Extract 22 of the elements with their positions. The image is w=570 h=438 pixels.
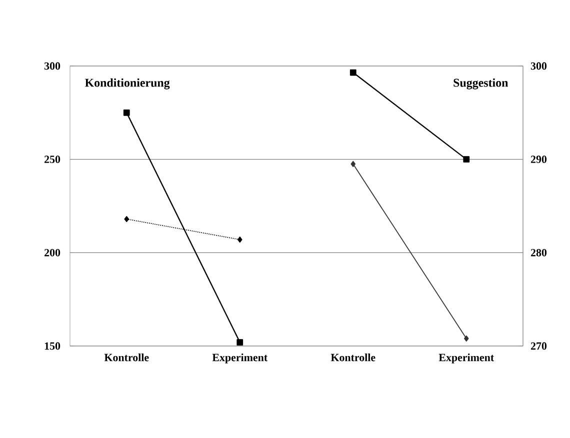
x-tick-label: Experiment	[212, 354, 268, 364]
point	[123, 109, 130, 116]
annotation: Suggestion	[454, 78, 508, 90]
point	[350, 160, 356, 168]
point	[236, 339, 244, 346]
y2-tick-label: 280	[530, 248, 547, 256]
x-tick-label: Experiment	[438, 354, 494, 364]
y2-tick-label: 300	[530, 62, 547, 70]
point	[124, 216, 130, 222]
y-tick-label: 150	[44, 342, 60, 350]
y2-tick-label: 270	[530, 342, 547, 350]
y-tick-label: 250	[44, 156, 60, 164]
point	[463, 156, 470, 163]
point	[350, 69, 356, 76]
point	[464, 335, 469, 342]
annotation: Konditionierung	[84, 78, 170, 90]
y2-tick-label: 290	[530, 156, 547, 164]
y-tick-label: 300	[44, 62, 60, 70]
x-tick-label: Kontrolle	[104, 354, 149, 362]
x-tick-label: Kontrolle	[330, 354, 376, 362]
y-tick-label: 200	[44, 248, 60, 256]
point	[237, 236, 242, 243]
